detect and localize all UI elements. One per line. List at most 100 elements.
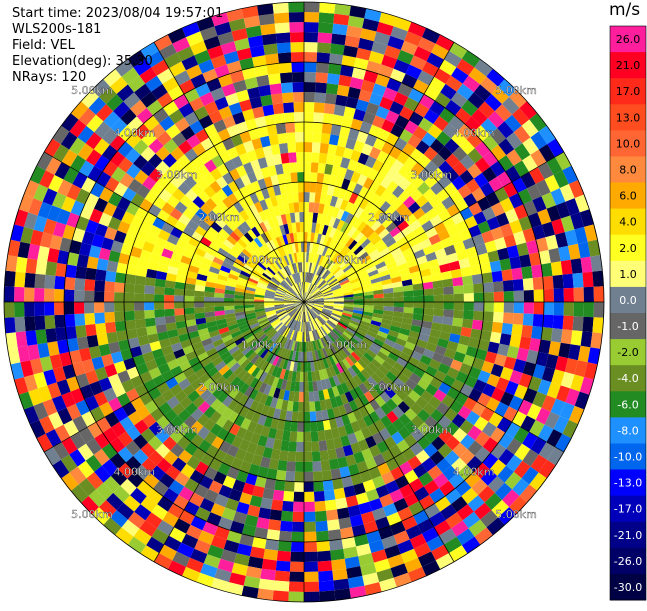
- velocity-bin: [360, 28, 377, 42]
- velocity-bin: [200, 26, 218, 41]
- velocity-bin: [283, 369, 290, 381]
- velocity-bin: [126, 264, 138, 276]
- velocity-bin: [265, 155, 275, 167]
- velocity-bin: [146, 268, 158, 279]
- velocity-bin: [362, 311, 374, 317]
- velocity-bin: [390, 26, 408, 41]
- velocity-bin: [81, 411, 97, 427]
- velocity-bin: [379, 347, 391, 357]
- velocity-bin: [267, 375, 276, 386]
- velocity-bin: [63, 167, 79, 184]
- velocity-bin: [164, 294, 175, 302]
- velocity-bin: [304, 302, 306, 312]
- velocity-bin: [398, 177, 412, 191]
- velocity-bin: [426, 535, 444, 552]
- velocity-bin: [276, 215, 284, 226]
- velocity-bin: [340, 157, 351, 169]
- velocity-bin: [563, 287, 574, 302]
- velocity-bin: [263, 548, 278, 561]
- velocity-bin: [374, 368, 386, 380]
- velocity-bin: [487, 476, 505, 493]
- range-ring-label: 1.00km: [326, 254, 368, 267]
- velocity-bin: [463, 193, 478, 207]
- velocity-bin: [109, 453, 126, 470]
- velocity-bin: [504, 471, 522, 490]
- velocity-bin: [568, 180, 585, 199]
- velocity-bin: [69, 349, 82, 365]
- velocity-bin: [59, 351, 73, 367]
- velocity-bin: [304, 571, 319, 582]
- velocity-bin: [315, 410, 323, 422]
- velocity-bin: [207, 544, 224, 559]
- velocity-bin: [529, 113, 547, 132]
- velocity-bin: [456, 249, 469, 261]
- velocity-bin: [374, 196, 386, 209]
- velocity-bin: [438, 429, 453, 444]
- velocity-bin: [583, 302, 594, 318]
- velocity-bin: [313, 296, 324, 300]
- velocity-bin: [373, 293, 384, 299]
- velocity-bin: [269, 509, 282, 521]
- velocity-bin: [294, 242, 299, 253]
- velocity-bin: [294, 212, 300, 223]
- velocity-bin: [484, 351, 498, 364]
- velocity-bin: [255, 224, 264, 235]
- velocity-bin: [301, 311, 304, 322]
- velocity-bin: [225, 285, 236, 291]
- velocity-bin: [335, 325, 345, 334]
- velocity-bin: [445, 435, 461, 451]
- velocity-bin: [261, 187, 270, 200]
- velocity-bin: [139, 67, 157, 84]
- velocity-bin: [255, 286, 266, 292]
- velocity-bin: [168, 258, 181, 269]
- velocity-bin: [159, 255, 171, 266]
- velocity-bin: [353, 245, 364, 256]
- velocity-bin: [27, 344, 40, 361]
- velocity-bin: [339, 360, 348, 372]
- velocity-bin: [121, 211, 135, 225]
- velocity-bin: [229, 520, 245, 534]
- velocity-bin: [544, 411, 560, 430]
- velocity-bin: [370, 372, 382, 384]
- velocity-bin: [197, 401, 211, 414]
- velocity-bin: [537, 162, 554, 180]
- velocity-bin: [373, 137, 386, 151]
- velocity-bin: [332, 228, 341, 240]
- velocity-bin: [432, 315, 444, 324]
- velocity-bin: [364, 134, 378, 147]
- velocity-bin: [347, 15, 365, 29]
- velocity-bin: [220, 41, 237, 55]
- velocity-bin: [407, 455, 422, 470]
- velocity-bin: [195, 128, 209, 143]
- velocity-bin: [256, 517, 270, 530]
- velocity-bin: [344, 391, 354, 403]
- velocity-bin: [440, 270, 453, 281]
- velocity-bin: [289, 212, 296, 223]
- velocity-bin: [226, 8, 244, 22]
- velocity-bin: [24, 287, 35, 302]
- velocity-bin: [322, 336, 329, 347]
- velocity-bin: [328, 355, 336, 366]
- velocity-bin: [184, 478, 199, 493]
- velocity-bin: [65, 264, 77, 278]
- velocity-bin: [240, 235, 251, 246]
- velocity-bin: [444, 450, 460, 466]
- velocity-bin: [555, 152, 572, 171]
- velocity-bin: [347, 432, 358, 445]
- velocity-bin: [317, 32, 333, 44]
- velocity-bin: [78, 427, 95, 444]
- velocity-bin: [494, 482, 513, 500]
- velocity-bin: [161, 389, 175, 402]
- velocity-bin: [323, 298, 334, 301]
- velocity-bin: [460, 266, 472, 277]
- range-ring-label: 4.00km: [114, 126, 156, 139]
- velocity-bin: [113, 182, 128, 197]
- velocity-bin: [380, 322, 391, 330]
- velocity-bin: [42, 188, 58, 206]
- velocity-bin: [295, 461, 304, 472]
- velocity-bin: [226, 124, 240, 138]
- velocity-bin: [556, 201, 571, 219]
- velocity-bin: [429, 450, 445, 466]
- velocity-bin: [292, 401, 299, 412]
- velocity-bin: [243, 575, 261, 589]
